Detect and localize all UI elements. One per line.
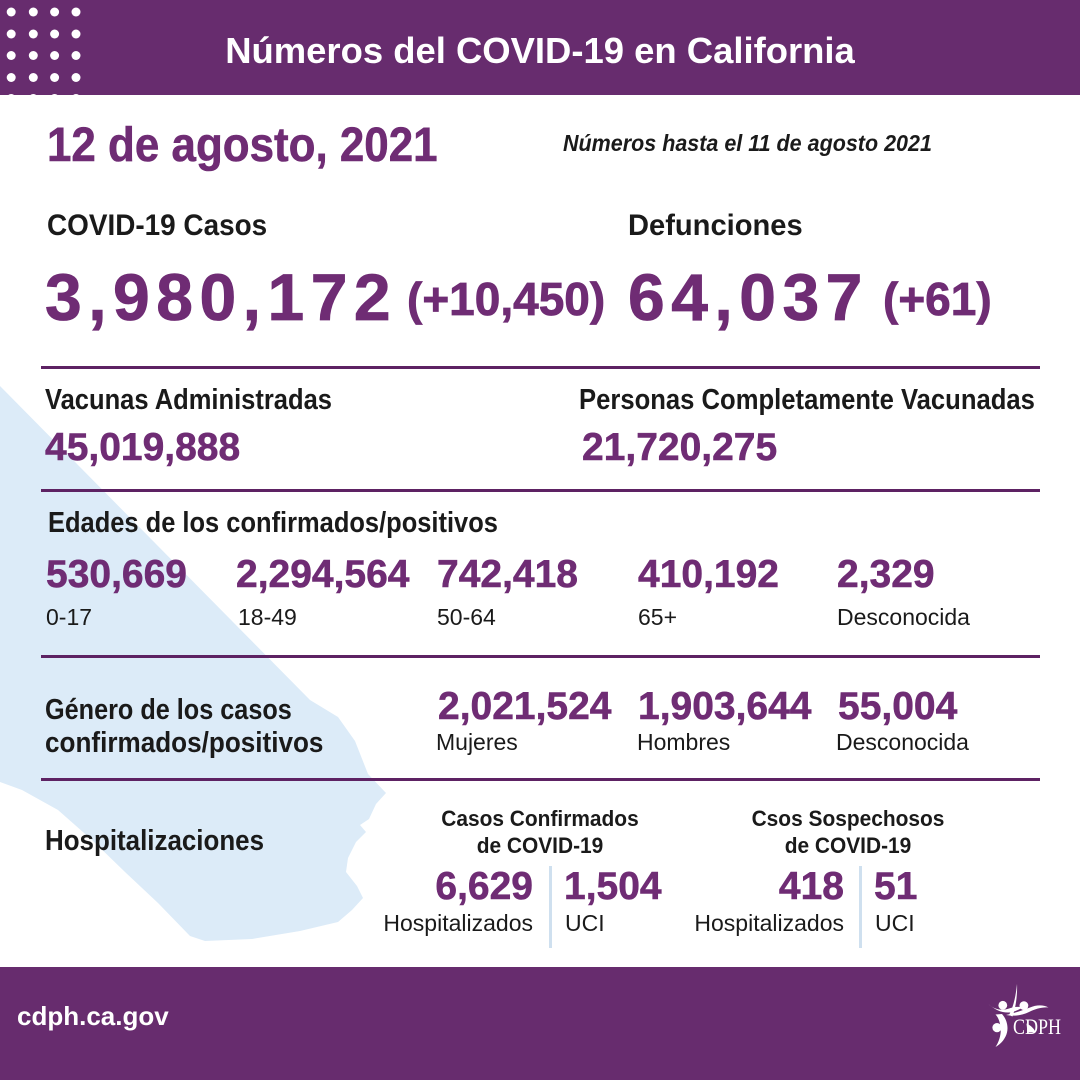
svg-text:CDPH: CDPH bbox=[1013, 1014, 1061, 1039]
